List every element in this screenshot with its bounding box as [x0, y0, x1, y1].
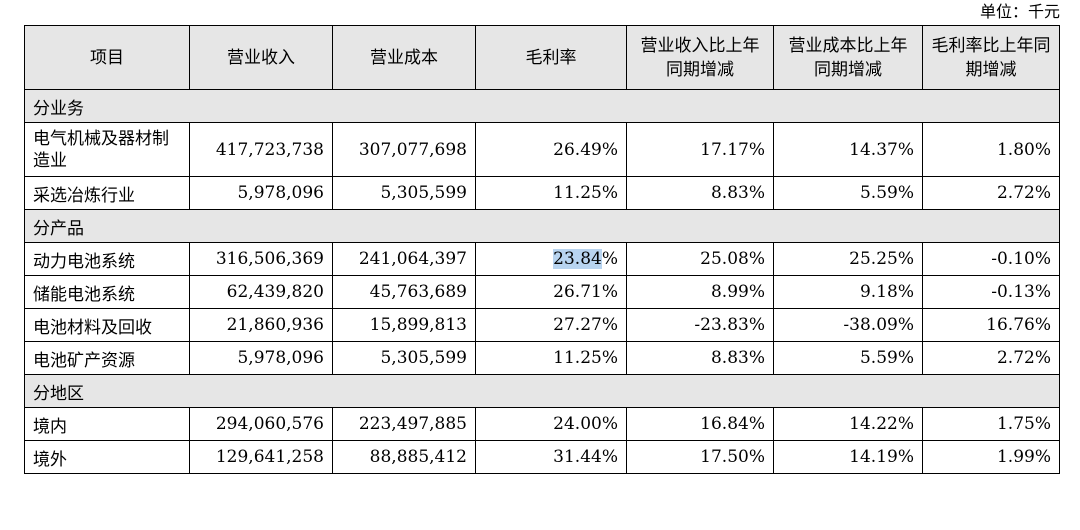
margin-cell: 11.25%	[475, 176, 627, 210]
row-label: 动力电池系统	[24, 242, 190, 276]
cost-cell: 88,885,412	[332, 440, 476, 474]
header-margin: 毛利率	[475, 25, 627, 90]
margin-change-cell: -0.10%	[922, 242, 1060, 276]
unit-label: 单位：千元	[979, 2, 1060, 21]
table-row: 电池矿产资源 5,978,096 5,305,599 11.25% 8.83% 5.59%…	[24, 341, 1060, 375]
margin-change-cell: -0.13%	[922, 275, 1060, 309]
revenue-cell: 294,060,576	[189, 407, 333, 441]
margin-change-cell: 1.75%	[922, 407, 1060, 441]
revenue-cell: 5,978,096	[189, 176, 333, 210]
cost-change-cell: 14.37%	[773, 122, 923, 177]
revenue-change-cell: 8.83%	[626, 341, 774, 375]
cost-cell: 45,763,689	[332, 275, 476, 309]
table-row: 境外 129,641,258 88,885,412 31.44% 17.50% 14.19…	[24, 440, 1060, 474]
header-revenue-change: 营业收入比上年同期增减	[626, 25, 774, 90]
margin-change-cell: 1.80%	[922, 122, 1060, 177]
cost-cell: 307,077,698	[332, 122, 476, 177]
section-row: 分产品	[24, 209, 1060, 243]
table-row: 储能电池系统 62,439,820 45,763,689 26.71% 8.99% 9.1…	[24, 275, 1060, 309]
revenue-cell: 5,978,096	[189, 341, 333, 375]
margin-change-cell: 16.76%	[922, 308, 1060, 342]
cost-change-cell: 25.25%	[773, 242, 923, 276]
revenue-breakdown-table: 项目 营业收入 营业成本 毛利率 营业收入比上年同期增减 营业成本比上年同期增减…	[24, 25, 1060, 474]
cost-cell: 5,305,599	[332, 176, 476, 210]
revenue-change-cell: 8.99%	[626, 275, 774, 309]
margin-cell: 26.71%	[475, 275, 627, 309]
margin-cell: 27.27%	[475, 308, 627, 342]
revenue-cell: 417,723,738	[189, 122, 333, 177]
cost-cell: 5,305,599	[332, 341, 476, 375]
section-title: 分地区	[24, 374, 1060, 408]
margin-change-cell: 2.72%	[922, 176, 1060, 210]
header-margin-change: 毛利率比上年同期增减	[922, 25, 1060, 90]
cost-change-cell: 5.59%	[773, 176, 923, 210]
revenue-change-cell: 17.17%	[626, 122, 774, 177]
row-label: 境外	[24, 440, 190, 474]
cost-change-cell: 14.19%	[773, 440, 923, 474]
table-row: 采选冶炼行业 5,978,096 5,305,599 11.25% 8.83% 5.59%…	[24, 176, 1060, 210]
revenue-change-cell: -23.83%	[626, 308, 774, 342]
header-cost: 营业成本	[332, 25, 476, 90]
row-label: 境内	[24, 407, 190, 441]
cost-change-cell: 5.59%	[773, 341, 923, 375]
revenue-change-cell: 25.08%	[626, 242, 774, 276]
revenue-cell: 316,506,369	[189, 242, 333, 276]
revenue-change-cell: 16.84%	[626, 407, 774, 441]
margin-cell: 23.84%	[475, 242, 627, 276]
header-revenue: 营业收入	[189, 25, 333, 90]
revenue-change-cell: 17.50%	[626, 440, 774, 474]
table-row: 境内 294,060,576 223,497,885 24.00% 16.84% 14.2…	[24, 407, 1060, 441]
header-row: 项目 营业收入 营业成本 毛利率 营业收入比上年同期增减 营业成本比上年同期增减…	[24, 25, 1060, 90]
margin-change-cell: 1.99%	[922, 440, 1060, 474]
section-row: 分业务	[24, 89, 1060, 123]
margin-cell: 26.49%	[475, 122, 627, 177]
selected-text: 23.84	[553, 249, 602, 269]
revenue-cell: 62,439,820	[189, 275, 333, 309]
section-title: 分产品	[24, 209, 1060, 243]
row-label: 电气机械及器材制造业	[24, 122, 190, 177]
margin-change-cell: 2.72%	[922, 341, 1060, 375]
margin-cell: 11.25%	[475, 341, 627, 375]
table-row: 电池材料及回收 21,860,936 15,899,813 27.27% -23.83%…	[24, 308, 1060, 342]
table-row: 电气机械及器材制造业 417,723,738 307,077,698 26.49% 17…	[24, 122, 1060, 177]
revenue-cell: 21,860,936	[189, 308, 333, 342]
section-row: 分地区	[24, 374, 1060, 408]
margin-cell: 31.44%	[475, 440, 627, 474]
row-label: 储能电池系统	[24, 275, 190, 309]
header-cost-change: 营业成本比上年同期增减	[773, 25, 923, 90]
cost-cell: 241,064,397	[332, 242, 476, 276]
table-row: 动力电池系统 316,506,369 241,064,397 23.84% 25.08%…	[24, 242, 1060, 276]
row-label: 电池矿产资源	[24, 341, 190, 375]
cost-change-cell: 14.22%	[773, 407, 923, 441]
revenue-cell: 129,641,258	[189, 440, 333, 474]
cost-change-cell: 9.18%	[773, 275, 923, 309]
cost-change-cell: -38.09%	[773, 308, 923, 342]
section-title: 分业务	[24, 89, 1060, 123]
margin-cell: 24.00%	[475, 407, 627, 441]
cost-cell: 223,497,885	[332, 407, 476, 441]
revenue-change-cell: 8.83%	[626, 176, 774, 210]
row-label: 电池材料及回收	[24, 308, 190, 342]
header-item: 项目	[24, 25, 190, 90]
cost-cell: 15,899,813	[332, 308, 476, 342]
row-label: 采选冶炼行业	[24, 176, 190, 210]
